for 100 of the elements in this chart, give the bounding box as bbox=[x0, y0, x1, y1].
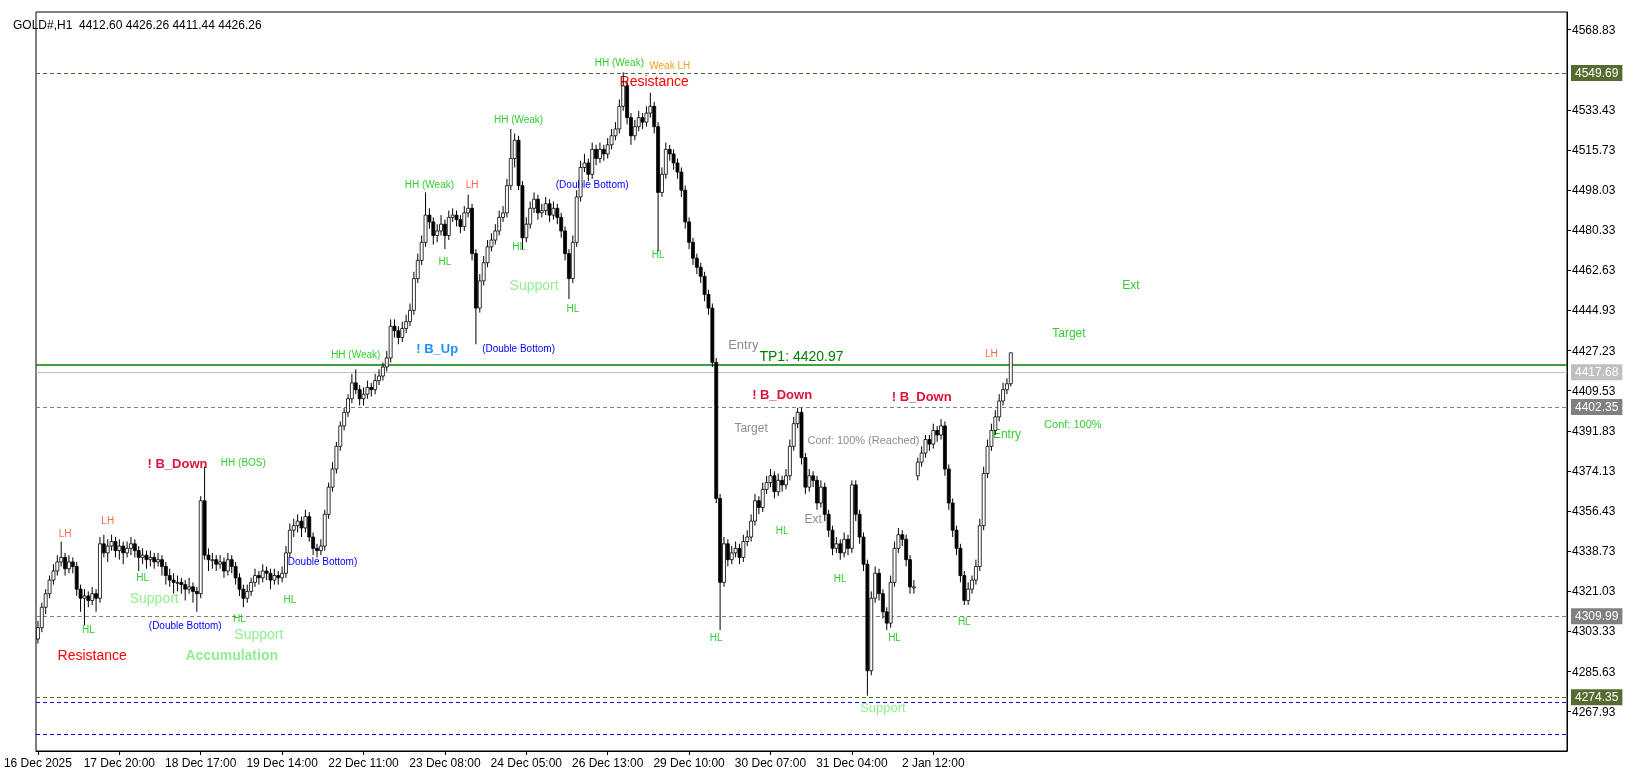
annotation: HL bbox=[775, 525, 789, 537]
y-tick-label: 4515.73 bbox=[1572, 142, 1616, 157]
x-tick-label: 31 Dec 04:00 bbox=[816, 756, 888, 770]
candlestick bbox=[443, 219, 447, 250]
ref-line-label: 4274.35 bbox=[1575, 690, 1619, 705]
candlestick bbox=[815, 475, 819, 511]
annotation: Target bbox=[734, 421, 769, 436]
y-tick-label: 4285.63 bbox=[1572, 664, 1616, 679]
annotation: HH (Weak) bbox=[404, 178, 455, 190]
y-tick-label: 4391.83 bbox=[1572, 423, 1616, 438]
x-tick-label: 16 Dec 2025 bbox=[3, 756, 73, 770]
annotation: HL bbox=[438, 255, 452, 267]
candlestick bbox=[125, 541, 129, 558]
annotation: (Double Bottom) bbox=[482, 343, 555, 355]
candlestick bbox=[105, 538, 110, 563]
x-tick-label: 17 Dec 20:00 bbox=[83, 756, 156, 770]
annotation: HL bbox=[651, 249, 665, 261]
annotation: Entry bbox=[992, 426, 1021, 441]
candlestick bbox=[67, 554, 71, 574]
y-tick-label: 4498.03 bbox=[1572, 183, 1616, 198]
candlestick bbox=[400, 321, 405, 343]
annotation: HL bbox=[888, 632, 902, 644]
candlestick bbox=[780, 475, 785, 493]
annotation: Conf: 100% bbox=[1044, 417, 1102, 430]
y-tick-label: 4321.03 bbox=[1572, 584, 1616, 599]
x-tick-label: 26 Dec 13:00 bbox=[572, 756, 644, 770]
annotation: Weak LH bbox=[649, 60, 691, 71]
candlestick bbox=[636, 110, 641, 132]
candlestick bbox=[256, 570, 261, 586]
annotation: Ext bbox=[804, 511, 823, 526]
annotation: HL bbox=[566, 302, 580, 314]
candlestick bbox=[741, 534, 746, 563]
annotation: Support bbox=[129, 590, 179, 607]
annotation: Support bbox=[509, 277, 559, 294]
annotation: LH bbox=[985, 347, 998, 359]
x-tick-label: 24 Dec 05:00 bbox=[490, 756, 563, 770]
candlestick bbox=[187, 577, 191, 595]
annotation: LH bbox=[101, 514, 115, 526]
text: GOLD#,H1 4412.60 4426.26 4411.44 4426.26 bbox=[13, 18, 262, 32]
candlestick bbox=[222, 556, 226, 579]
annotation: HH (Weak) bbox=[594, 56, 644, 68]
x-tick-label: 23 Dec 08:00 bbox=[409, 756, 481, 770]
x-tick-label: 30 Dec 07:00 bbox=[734, 756, 807, 770]
annotation: ! B_Up bbox=[416, 341, 459, 357]
ref-line-label: 4309.99 bbox=[1575, 609, 1619, 624]
candlestick bbox=[842, 531, 847, 558]
candlestick bbox=[117, 538, 122, 561]
ref-line-label: 4417.68 bbox=[1575, 365, 1619, 380]
candlestick bbox=[129, 536, 133, 556]
y-tick-label: 4374.13 bbox=[1572, 463, 1616, 478]
candlestick bbox=[299, 516, 304, 538]
x-tick-label: 2 Jan 12:00 bbox=[901, 756, 965, 770]
annotation: HL bbox=[709, 632, 724, 644]
annotation: (Double Bottom) bbox=[148, 619, 222, 631]
annotation: Support bbox=[234, 626, 284, 643]
candlestick bbox=[156, 552, 160, 567]
candlestick bbox=[225, 552, 230, 577]
y-tick-label: 4356.43 bbox=[1572, 504, 1616, 519]
y-tick-label: 4409.53 bbox=[1572, 383, 1616, 398]
y-tick-label: 4267.93 bbox=[1572, 704, 1616, 719]
x-tick-label: 22 Dec 11:00 bbox=[328, 756, 400, 770]
ref-line-label: TP1: 4420.97 bbox=[759, 347, 844, 364]
annotation: ! B_Down bbox=[752, 386, 813, 402]
candlestick bbox=[551, 201, 556, 221]
annotation: HH (BOS) bbox=[220, 456, 266, 468]
x-tick-label: 29 Dec 10:00 bbox=[653, 756, 726, 770]
y-tick-label: 4480.33 bbox=[1572, 223, 1616, 238]
candlestick bbox=[373, 373, 378, 395]
ref-line-label: 4402.35 bbox=[1575, 400, 1619, 414]
candlestick bbox=[547, 198, 552, 223]
x-tick-label: 18 Dec 17:00 bbox=[165, 756, 237, 770]
y-tick-label: 4303.33 bbox=[1572, 624, 1616, 639]
candlestick bbox=[295, 513, 300, 533]
y-tick-label: 4427.23 bbox=[1572, 343, 1616, 358]
ref-line-label: 4549.69 bbox=[1575, 66, 1619, 80]
x-tick-label: 19 Dec 14:00 bbox=[246, 756, 319, 770]
y-tick-label: 4462.63 bbox=[1572, 263, 1616, 278]
annotation: Ext bbox=[1122, 278, 1141, 293]
candlestick bbox=[729, 545, 734, 565]
candlestick bbox=[458, 214, 463, 234]
candlestick bbox=[136, 545, 141, 572]
annotation: ! B_Down bbox=[891, 388, 952, 404]
candlestick bbox=[218, 554, 223, 570]
candlestick bbox=[772, 470, 777, 499]
annotation: HL bbox=[283, 594, 297, 606]
annotation: ! B_Down bbox=[147, 455, 208, 471]
annotation: HL bbox=[136, 572, 150, 584]
annotation: LH bbox=[465, 178, 479, 190]
y-tick-label: 4338.73 bbox=[1572, 544, 1616, 559]
annotation: HL bbox=[957, 616, 972, 628]
annotation: Support bbox=[860, 699, 907, 715]
annotation: Target bbox=[1052, 325, 1087, 340]
candlestick bbox=[776, 473, 781, 497]
annotation: Accumulation bbox=[185, 646, 279, 663]
annotation: HL bbox=[512, 241, 526, 253]
candlestick bbox=[598, 142, 602, 164]
y-tick-label: 4444.93 bbox=[1572, 303, 1616, 318]
candlestick bbox=[121, 541, 126, 565]
annotation: HH (Weak) bbox=[493, 114, 544, 126]
y-tick-label: 4533.43 bbox=[1572, 102, 1616, 117]
